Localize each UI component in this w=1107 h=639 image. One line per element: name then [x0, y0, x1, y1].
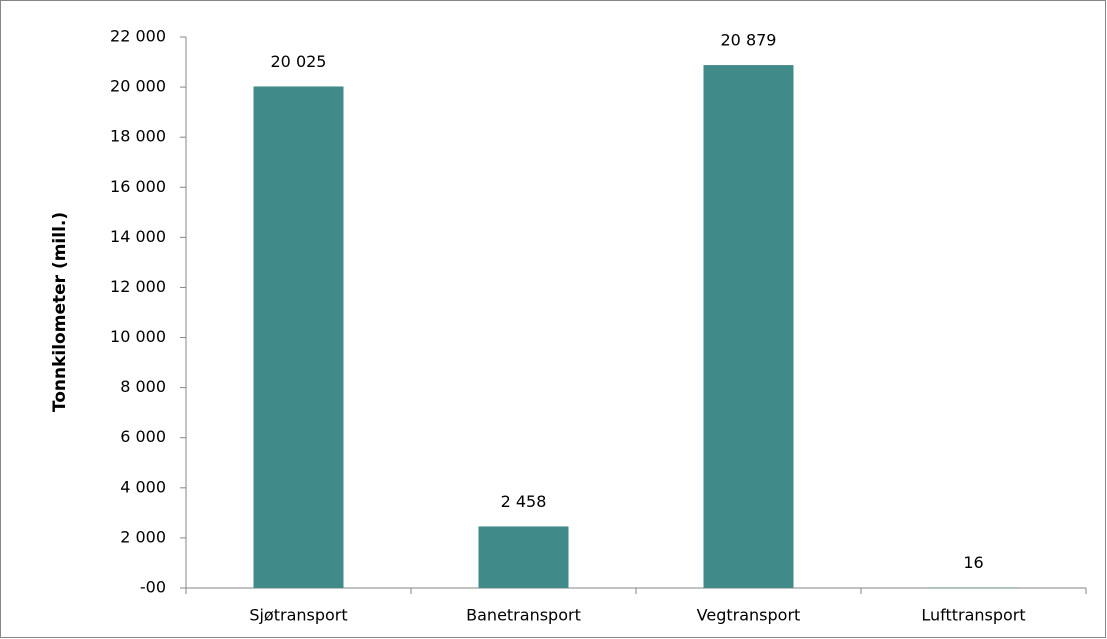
- bar: [478, 526, 569, 588]
- data-label: 16: [963, 553, 983, 572]
- y-tick-label: 14 000: [110, 227, 166, 246]
- data-label: 2 458: [501, 492, 547, 511]
- y-tick-label: 6 000: [120, 427, 166, 446]
- x-tick-label: Vegtransport: [697, 606, 801, 625]
- y-tick-label: 10 000: [110, 327, 166, 346]
- y-tick-label: 8 000: [120, 377, 166, 396]
- y-axis-label: Tonnkilometer (mill.): [50, 212, 70, 412]
- bar: [703, 65, 794, 589]
- x-tick-label: Banetransport: [466, 606, 581, 625]
- y-tick-label: 4 000: [120, 477, 166, 496]
- x-tick-label: Lufttransport: [921, 606, 1025, 625]
- y-tick-label: 18 000: [110, 127, 166, 146]
- x-tick-label: Sjøtransport: [249, 606, 347, 625]
- y-tick-label: 20 000: [110, 77, 166, 96]
- y-tick-label: 2 000: [120, 527, 166, 546]
- data-label: 20 879: [721, 31, 777, 50]
- y-tick-label: 16 000: [110, 177, 166, 196]
- y-tick-label: 12 000: [110, 277, 166, 296]
- y-tick-label: -00: [140, 578, 166, 597]
- data-label: 20 025: [271, 52, 327, 71]
- bar: [253, 86, 344, 588]
- y-tick-label: 22 000: [110, 27, 166, 46]
